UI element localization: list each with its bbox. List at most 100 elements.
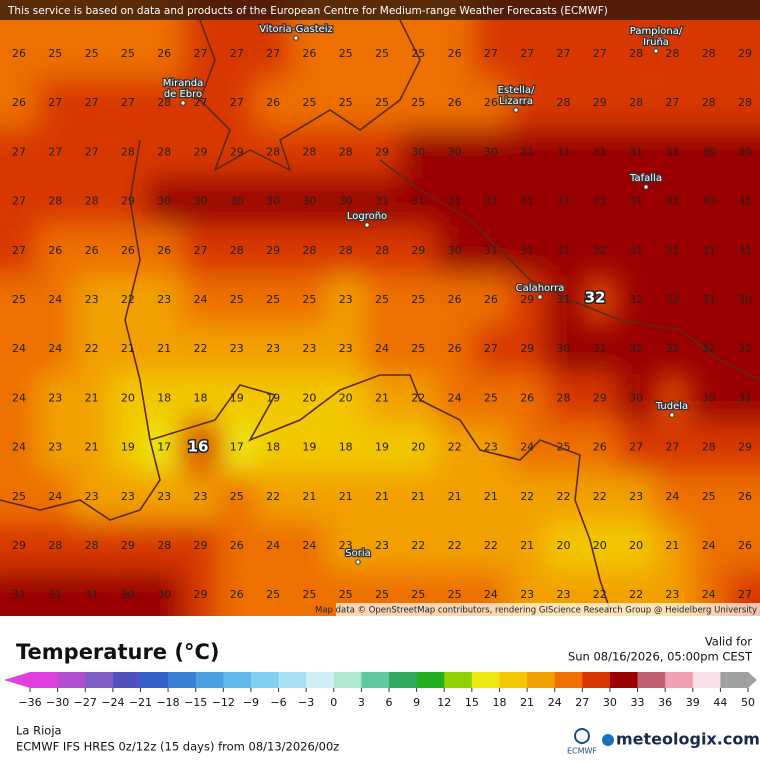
temp-cell	[509, 472, 546, 522]
temp-value: 29	[520, 342, 534, 355]
temp-value: 28	[629, 47, 643, 60]
temp-cell	[690, 423, 727, 473]
temp-cell	[363, 78, 401, 128]
colorbar-segment	[333, 672, 362, 688]
colorbar-segment	[168, 672, 197, 688]
temp-cell	[218, 127, 255, 177]
temp-value: 25	[48, 47, 62, 60]
temp-cell	[545, 78, 582, 128]
temp-value: 23	[266, 342, 280, 355]
colorbar-tick-label: 6	[386, 696, 393, 709]
temp-value: 27	[665, 441, 679, 454]
temp-value: 31	[557, 293, 571, 306]
temp-cell	[690, 226, 727, 276]
temp-value: 23	[339, 342, 353, 355]
temp-cell	[291, 423, 328, 473]
temp-value: 26	[738, 539, 752, 552]
temp-value: 30	[121, 588, 135, 601]
temp-value: 25	[302, 588, 316, 601]
temp-cell	[182, 127, 219, 177]
colorbar-tick-label: 24	[548, 696, 562, 709]
temp-value: 25	[411, 342, 425, 355]
colorbar-segment	[85, 672, 114, 688]
temp-cell	[37, 177, 74, 227]
temp-value: 24	[48, 293, 62, 306]
temp-value: 27	[557, 47, 571, 60]
temp-value: 31	[484, 195, 498, 208]
temp-cell	[726, 373, 760, 423]
temp-cell	[0, 373, 38, 423]
temp-cell	[0, 423, 38, 473]
temp-cell	[73, 324, 110, 374]
temp-value: 27	[738, 588, 752, 601]
temp-value: 27	[12, 195, 26, 208]
temp-value: 29	[375, 145, 389, 158]
temp-cell	[581, 78, 618, 128]
colorbar-arrow-right	[748, 672, 757, 688]
temp-cell	[509, 78, 546, 128]
temp-cell	[472, 373, 510, 423]
temp-cell	[37, 570, 74, 616]
colorbar-tick-label: 33	[631, 696, 645, 709]
temp-cell	[363, 226, 401, 276]
colorbar-segment	[306, 672, 335, 688]
temp-value: 23	[665, 588, 679, 601]
brand-icon	[602, 734, 614, 746]
temp-cell	[146, 177, 183, 227]
colorbar-tick-label: 3	[358, 696, 365, 709]
border	[199, 19, 421, 172]
heatmap	[0, 0, 760, 616]
place-label: Vitoria-Gasteiz	[259, 24, 333, 35]
temp-value: 23	[48, 441, 62, 454]
temp-cell	[182, 521, 219, 571]
temp-value: 22	[448, 441, 462, 454]
temp-cell	[327, 423, 364, 473]
temp-value: 31	[593, 195, 607, 208]
colorbar-segment	[582, 672, 611, 688]
colorbar-tick-label: −30	[46, 696, 69, 709]
temp-value: 31	[520, 244, 534, 257]
temp-value: 25	[557, 441, 571, 454]
temp-cell	[545, 521, 582, 571]
temp-cell	[545, 373, 582, 423]
temp-cell	[436, 275, 473, 325]
temp-value: 23	[520, 588, 534, 601]
temp-value: 25	[484, 391, 498, 404]
temp-cell	[109, 570, 147, 616]
temp-cell	[363, 127, 401, 177]
temp-cell	[400, 423, 437, 473]
temp-value: 27	[484, 342, 498, 355]
temp-value: 22	[593, 490, 607, 503]
temp-cell	[509, 521, 546, 571]
temp-value: 30	[484, 145, 498, 158]
temp-cell	[254, 570, 292, 616]
temp-value: 31	[557, 145, 571, 158]
ecmwf-logo: ECMWF	[567, 747, 597, 756]
temp-value: 31	[520, 195, 534, 208]
temp-value: 25	[411, 47, 425, 60]
temp-cell	[146, 521, 183, 571]
temp-cell	[654, 275, 691, 325]
colorbar-segment	[223, 672, 252, 688]
temp-cell	[509, 423, 546, 473]
temp-value: 24	[12, 342, 26, 355]
temp-cell	[218, 226, 255, 276]
temp-cell	[182, 373, 219, 423]
temp-value: 20	[339, 391, 353, 404]
temp-cell	[291, 472, 328, 522]
colorbar-segment	[637, 672, 666, 688]
temp-value: 26	[48, 244, 62, 257]
temp-cell	[0, 275, 38, 325]
temp-cell	[254, 521, 292, 571]
colorbar-segment	[361, 672, 390, 688]
temp-cell	[0, 570, 38, 616]
temp-value: 30	[629, 391, 643, 404]
temp-value: 29	[194, 145, 208, 158]
temp-value: 29	[266, 244, 280, 257]
temp-cell	[146, 472, 183, 522]
temp-cell	[654, 423, 691, 473]
temp-value: 21	[375, 490, 389, 503]
temp-cell	[254, 78, 292, 128]
temp-cell	[327, 226, 364, 276]
temp-value: 30	[157, 588, 171, 601]
